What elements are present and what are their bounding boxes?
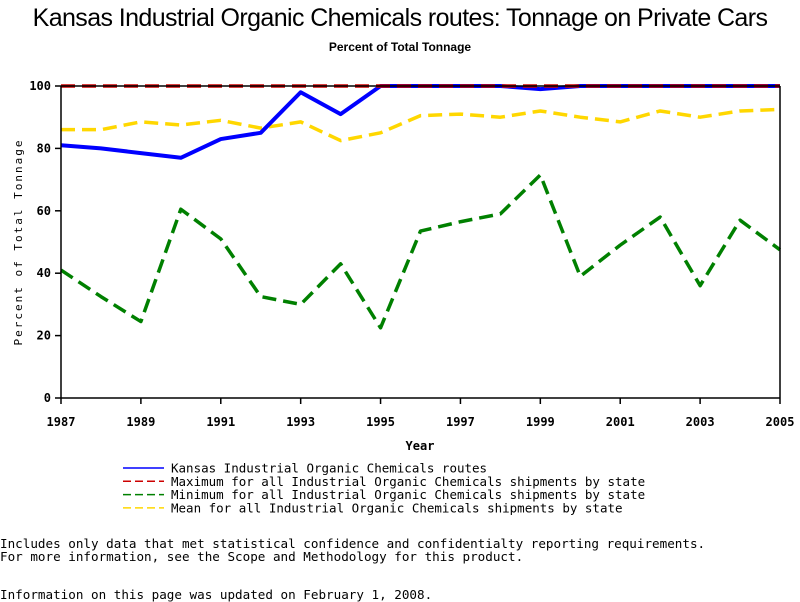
legend-label: Mean for all Industrial Organic Chemical… bbox=[171, 500, 623, 515]
y-tick-label: 60 bbox=[37, 204, 51, 218]
x-tick-label: 2003 bbox=[686, 415, 715, 429]
x-tick-label: 1987 bbox=[47, 415, 76, 429]
x-tick-label: 1991 bbox=[206, 415, 235, 429]
x-ticks: 1987 1989 1991 1993 1995 1997 1999 2001 2003 2005 bbox=[47, 398, 795, 429]
x-tick-label: 2001 bbox=[606, 415, 635, 429]
y-tick-label: 100 bbox=[29, 79, 51, 93]
line-chart: 1987 1989 1991 1993 1995 1997 1999 2001 2003 2005… bbox=[0, 0, 800, 530]
y-tick-label: 0 bbox=[44, 391, 51, 405]
y-tick-label: 80 bbox=[37, 141, 51, 155]
y-tick-label: 20 bbox=[37, 329, 51, 343]
x-tick-label: 2005 bbox=[766, 415, 795, 429]
x-axis-title: Year bbox=[406, 439, 435, 453]
x-tick-label: 1997 bbox=[446, 415, 475, 429]
x-tick-label: 1995 bbox=[366, 415, 395, 429]
x-tick-label: 1999 bbox=[526, 415, 555, 429]
y-axis-title: Percent of Total Tonnage bbox=[12, 139, 25, 346]
legend: Kansas Industrial Organic Chemicals rout… bbox=[123, 461, 645, 516]
series-minimum-line bbox=[61, 175, 780, 328]
series-mean-line bbox=[61, 109, 780, 140]
series-kansas-line bbox=[61, 86, 780, 158]
x-tick-label: 1993 bbox=[286, 415, 315, 429]
legend-mean: Mean for all Industrial Organic Chemical… bbox=[123, 500, 623, 515]
plot-lines bbox=[61, 86, 780, 328]
x-tick-label: 1989 bbox=[126, 415, 155, 429]
y-tick-label: 40 bbox=[37, 266, 51, 280]
note-methodology: For more information, see the Scope and … bbox=[0, 549, 523, 564]
y-ticks: 0 20 40 60 80 100 bbox=[29, 79, 61, 405]
